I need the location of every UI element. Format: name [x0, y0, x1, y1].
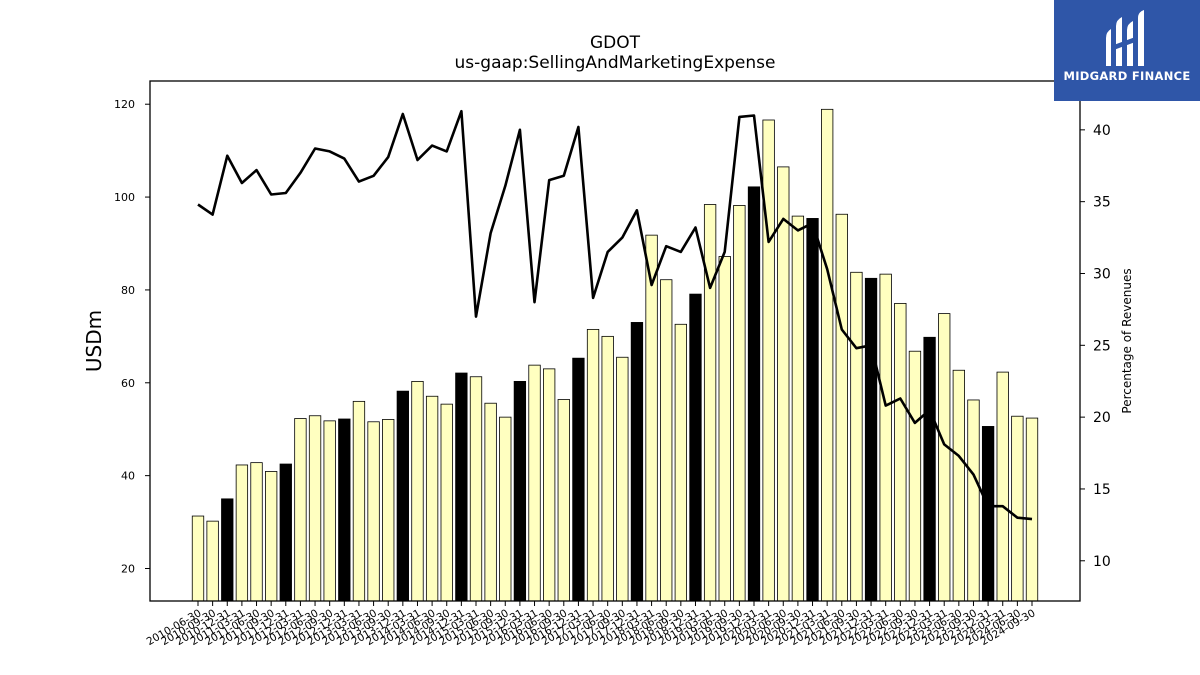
y-tick-label: 40	[121, 470, 135, 483]
bar	[396, 390, 409, 602]
bar	[191, 515, 205, 602]
bar	[996, 371, 1009, 602]
chart-subtitle: us-gaap:SellingAndMarketingExpense	[454, 53, 776, 73]
bar	[660, 279, 673, 602]
logo-mark-icon	[1106, 10, 1144, 66]
bar	[221, 498, 234, 602]
bar	[586, 328, 600, 602]
y2-axis-label: Percentage of Revenues	[1120, 268, 1134, 413]
y2-tick-label: 30	[1093, 266, 1111, 282]
bar	[938, 313, 951, 602]
bar-series	[191, 108, 1039, 602]
bar	[513, 380, 527, 602]
bar	[762, 119, 775, 602]
bar	[923, 336, 936, 602]
bar	[308, 415, 322, 602]
bar	[1025, 417, 1039, 602]
bar	[864, 277, 878, 602]
bar	[674, 323, 687, 602]
y-tick-label: 20	[121, 563, 135, 576]
chart-title: GDOT	[589, 33, 641, 53]
bar	[981, 426, 995, 602]
bar	[1011, 415, 1024, 602]
bar	[645, 234, 658, 602]
bar	[557, 399, 570, 602]
bar	[440, 403, 453, 602]
y-axis-label: USDm	[82, 310, 106, 372]
bar	[543, 368, 556, 602]
y2-tick-label: 25	[1093, 338, 1111, 354]
percentage-line	[197, 109, 1033, 521]
bar	[601, 335, 614, 602]
bar	[733, 205, 746, 602]
bar	[967, 399, 980, 602]
y2-tick-label: 15	[1093, 482, 1111, 498]
y-tick-label: 120	[114, 98, 135, 111]
bar	[352, 400, 366, 602]
bar	[206, 520, 219, 602]
y2-tick-label: 10	[1093, 554, 1111, 570]
brand-logo: MIDGARD FINANCE	[1054, 0, 1200, 101]
bar	[455, 372, 468, 602]
bar	[791, 215, 805, 602]
bar	[323, 420, 336, 602]
bar	[630, 322, 644, 602]
bar	[250, 462, 263, 602]
bar	[908, 350, 922, 602]
bar	[382, 419, 395, 602]
bar	[367, 421, 380, 602]
plot-frame	[149, 80, 1081, 602]
bar	[689, 293, 702, 602]
bar	[718, 256, 731, 602]
y-tick-label: 80	[121, 284, 135, 297]
bar	[411, 380, 424, 602]
y2-tick-label: 35	[1093, 195, 1111, 211]
y2-tick-label: 20	[1093, 410, 1111, 426]
left-axis: 20 40 60 80 100 120	[114, 98, 150, 576]
bar	[777, 166, 790, 602]
bar	[894, 302, 907, 602]
bar	[528, 364, 541, 602]
bar	[338, 418, 351, 602]
bar	[265, 471, 278, 602]
logo-text: MIDGARD FINANCE	[1063, 69, 1191, 83]
bar	[879, 273, 892, 602]
x-axis: 2010-06-302010-09-302010-12-312011-03-31…	[145, 601, 1038, 648]
percentage-line-series	[197, 109, 1033, 521]
bar	[952, 369, 965, 602]
bar	[806, 218, 819, 602]
bar	[484, 402, 497, 602]
bar	[850, 271, 863, 602]
bar	[821, 108, 834, 602]
bar	[294, 418, 307, 602]
bar	[469, 376, 483, 602]
y-tick-label: 60	[121, 377, 135, 390]
bar	[425, 395, 439, 602]
bar	[499, 416, 512, 602]
bar	[279, 463, 292, 602]
bar	[572, 357, 585, 602]
bar	[703, 204, 717, 602]
bar	[835, 213, 848, 602]
y-tick-label: 100	[114, 191, 135, 204]
right-axis: 10 15 20 25 30 35 40	[1080, 123, 1111, 570]
bar	[235, 464, 249, 602]
bar	[616, 356, 629, 602]
y2-tick-label: 40	[1093, 123, 1111, 139]
bar	[747, 186, 761, 602]
